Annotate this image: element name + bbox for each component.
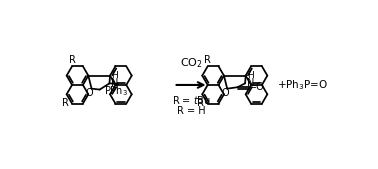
Text: N: N: [111, 78, 118, 88]
Text: PPh$_3$: PPh$_3$: [104, 84, 128, 98]
Text: +Ph$_3$P=O: +Ph$_3$P=O: [277, 78, 328, 92]
Text: CO$_2$: CO$_2$: [180, 56, 203, 70]
Text: =O: =O: [249, 82, 265, 92]
Text: N: N: [247, 78, 254, 88]
Text: R = $\mathit{t}$Bu: R = $\mathit{t}$Bu: [172, 94, 211, 106]
Text: R: R: [204, 55, 211, 65]
Text: O: O: [221, 88, 229, 98]
Text: R = H: R = H: [177, 106, 206, 116]
Text: R: R: [69, 55, 76, 65]
Text: O: O: [85, 88, 93, 98]
Text: R: R: [62, 98, 68, 108]
Text: R: R: [197, 98, 204, 108]
Text: H: H: [247, 71, 253, 80]
Text: H: H: [111, 71, 118, 80]
